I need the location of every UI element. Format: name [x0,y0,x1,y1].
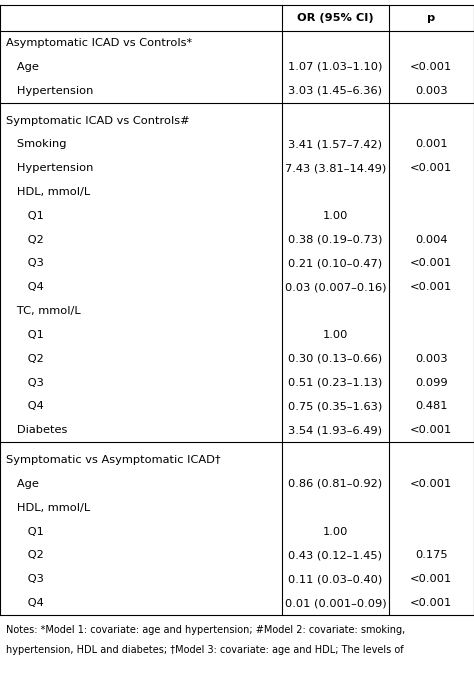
Text: 7.43 (3.81–14.49): 7.43 (3.81–14.49) [285,163,386,173]
Text: <0.001: <0.001 [410,163,453,173]
Text: HDL, mmol/L: HDL, mmol/L [6,502,90,513]
Text: OR (95% CI): OR (95% CI) [297,14,374,23]
Text: 1.00: 1.00 [323,527,348,536]
Text: <0.001: <0.001 [410,258,453,268]
Text: 3.54 (1.93–6.49): 3.54 (1.93–6.49) [288,425,383,435]
Text: Q1: Q1 [6,211,44,221]
Text: Q4: Q4 [6,282,44,292]
Text: Notes: *Model 1: covariate: age and hypertension; #Model 2: covariate: smoking,: Notes: *Model 1: covariate: age and hype… [6,625,405,635]
Text: <0.001: <0.001 [410,598,453,608]
Text: <0.001: <0.001 [410,479,453,489]
Text: TC, mmol/L: TC, mmol/L [6,306,80,316]
Text: 0.003: 0.003 [415,85,447,96]
Text: <0.001: <0.001 [410,62,453,72]
Text: 0.51 (0.23–1.13): 0.51 (0.23–1.13) [288,378,383,388]
Text: Q3: Q3 [6,574,44,584]
Text: 0.175: 0.175 [415,551,447,561]
Text: 0.38 (0.19–0.73): 0.38 (0.19–0.73) [288,235,383,245]
Text: Q1: Q1 [6,527,44,536]
Text: <0.001: <0.001 [410,282,453,292]
Text: 1.00: 1.00 [323,211,348,221]
Text: 3.03 (1.45–6.36): 3.03 (1.45–6.36) [288,85,383,96]
Text: Symptomatic ICAD vs Controls#: Symptomatic ICAD vs Controls# [6,115,189,125]
Text: Age: Age [6,62,38,72]
Text: Smoking: Smoking [6,140,66,149]
Text: 1.00: 1.00 [323,330,348,340]
Text: Q4: Q4 [6,598,44,608]
Text: 0.03 (0.007–0.16): 0.03 (0.007–0.16) [284,282,386,292]
Text: Q2: Q2 [6,235,44,245]
Text: Diabetes: Diabetes [6,425,67,435]
Text: 0.11 (0.03–0.40): 0.11 (0.03–0.40) [288,574,383,584]
Text: Q2: Q2 [6,551,44,561]
Text: 0.21 (0.10–0.47): 0.21 (0.10–0.47) [288,258,383,268]
Text: 0.75 (0.35–1.63): 0.75 (0.35–1.63) [288,401,383,412]
Text: Q4: Q4 [6,401,44,412]
Text: 0.01 (0.001–0.09): 0.01 (0.001–0.09) [284,598,386,608]
Text: Asymptomatic ICAD vs Controls*: Asymptomatic ICAD vs Controls* [6,38,192,48]
Text: Q1: Q1 [6,330,44,340]
Text: 0.003: 0.003 [415,354,447,364]
Text: 0.30 (0.13–0.66): 0.30 (0.13–0.66) [288,354,383,364]
Text: Age: Age [6,479,38,489]
Text: <0.001: <0.001 [410,574,453,584]
Text: Q3: Q3 [6,258,44,268]
Text: 0.004: 0.004 [415,235,447,245]
Text: Hypertension: Hypertension [6,163,93,173]
Text: p: p [427,14,436,23]
Text: HDL, mmol/L: HDL, mmol/L [6,187,90,197]
Text: <0.001: <0.001 [410,425,453,435]
Text: Hypertension: Hypertension [6,85,93,96]
Text: 0.099: 0.099 [415,378,447,388]
Text: 0.86 (0.81–0.92): 0.86 (0.81–0.92) [288,479,383,489]
Text: 0.481: 0.481 [415,401,447,412]
Text: 1.07 (1.03–1.10): 1.07 (1.03–1.10) [288,62,383,72]
Text: hypertension, HDL and diabetes; †Model 3: covariate: age and HDL; The levels of: hypertension, HDL and diabetes; †Model 3… [6,645,403,656]
Text: 0.001: 0.001 [415,140,447,149]
Text: 0.43 (0.12–1.45): 0.43 (0.12–1.45) [288,551,383,561]
Text: Q3: Q3 [6,378,44,388]
Text: 3.41 (1.57–7.42): 3.41 (1.57–7.42) [288,140,383,149]
Text: Q2: Q2 [6,354,44,364]
Text: Symptomatic vs Asymptomatic ICAD†: Symptomatic vs Asymptomatic ICAD† [6,455,220,465]
